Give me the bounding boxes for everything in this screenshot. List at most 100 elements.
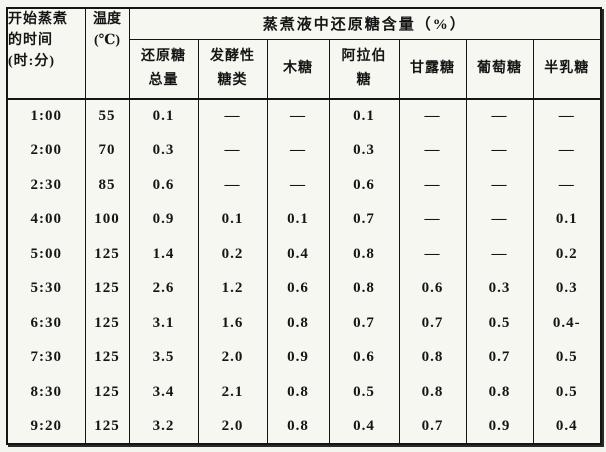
table-cell: 0.6 bbox=[398, 271, 467, 306]
table-cell: — bbox=[465, 237, 534, 272]
table-cell: 0.8 bbox=[398, 375, 467, 410]
table-cell: 2.1 bbox=[197, 375, 268, 410]
header-line: 糖 bbox=[356, 72, 372, 88]
header-line: 糖类 bbox=[217, 72, 248, 88]
table-row: 8:30 125 3.4 2.1 0.8 0.5 0.8 0.8 0.5 bbox=[6, 375, 602, 410]
table-cell: — bbox=[532, 99, 602, 134]
table-cell: 4:00 bbox=[6, 202, 86, 237]
table-cell: 0.7 bbox=[465, 340, 534, 375]
table-cell: — bbox=[532, 133, 602, 168]
table-cell: 9:20 bbox=[6, 409, 86, 444]
table-cell: 0.4 bbox=[328, 409, 400, 444]
table-cell: 125 bbox=[84, 237, 130, 272]
header-line: 木糖 bbox=[283, 60, 313, 76]
table-cell: 0.1 bbox=[532, 202, 602, 237]
table-cell: 125 bbox=[84, 409, 130, 444]
header-xylose: 木糖 bbox=[266, 38, 330, 100]
table-row: 2:30 85 0.6 — — 0.6 — — — bbox=[6, 168, 602, 203]
table-cell: 0.7 bbox=[398, 306, 467, 341]
table-cell: 0.8 bbox=[266, 306, 330, 341]
table-cell: — bbox=[197, 133, 268, 168]
header-temperature: 温度 (℃) bbox=[84, 7, 130, 100]
header-row-sub: 还原糖 总量 发酵性 糖类 木糖 阿拉伯 糖 甘露糖 葡萄糖 bbox=[7, 38, 602, 100]
reducing-sugar-table: 开始蒸煮 的时间 (时:分) 温度 (℃) 蒸煮液中还原糖含量（%） 还原糖 总… bbox=[6, 7, 602, 445]
table-cell: 2:00 bbox=[6, 133, 86, 168]
table-cell: 0.3 bbox=[532, 271, 602, 306]
table-cell: 0.7 bbox=[398, 409, 467, 444]
table-cell: 0.4- bbox=[532, 306, 602, 341]
table-cell: 0.5 bbox=[532, 375, 602, 410]
header-line: 阿拉伯 bbox=[341, 48, 387, 64]
table-cell: 0.3 bbox=[328, 133, 400, 168]
table-cell: 1:00 bbox=[6, 99, 86, 134]
table-cell: — bbox=[398, 202, 467, 237]
table-cell: 0.8 bbox=[465, 375, 534, 410]
table-cell: 0.6 bbox=[266, 271, 330, 306]
header-glucose: 葡萄糖 bbox=[465, 38, 534, 100]
table-cell: 0.8 bbox=[328, 271, 400, 306]
header-line: 葡萄糖 bbox=[477, 60, 522, 76]
table-cell: 3.5 bbox=[128, 340, 199, 375]
table-cell: 100 bbox=[84, 202, 130, 237]
table-cell: 0.1 bbox=[266, 202, 330, 237]
table-cell: 0.3 bbox=[465, 271, 534, 306]
table-cell: 0.7 bbox=[328, 306, 400, 341]
table-cell: 125 bbox=[84, 340, 130, 375]
table-row: 6:30 125 3.1 1.6 0.8 0.7 0.7 0.5 0.4- bbox=[6, 306, 602, 341]
table-cell: — bbox=[465, 133, 534, 168]
table-cell: — bbox=[465, 202, 534, 237]
table-cell: 0.9 bbox=[128, 202, 199, 237]
header-line: 甘露糖 bbox=[410, 60, 455, 76]
table-cell: 2.0 bbox=[197, 409, 268, 444]
table-cell: — bbox=[266, 99, 330, 134]
table-cell: 0.9 bbox=[465, 409, 534, 444]
table-row: 7:30 125 3.5 2.0 0.9 0.6 0.8 0.7 0.5 bbox=[6, 340, 602, 375]
table-cell: 0.4 bbox=[266, 237, 330, 272]
table-cell: 5:30 bbox=[6, 271, 86, 306]
table-cell: — bbox=[197, 168, 268, 203]
table-cell: 0.8 bbox=[328, 237, 400, 272]
table-row: 1:00 55 0.1 — — 0.1 — — — bbox=[6, 99, 602, 134]
header-mannose: 甘露糖 bbox=[398, 38, 467, 100]
table-cell: 0.5 bbox=[532, 340, 602, 375]
table-cell: 0.9 bbox=[266, 340, 330, 375]
header-line: 还原糖 bbox=[141, 48, 186, 64]
table-cell: 0.4 bbox=[532, 409, 602, 444]
table-cell: 0.6 bbox=[328, 168, 400, 203]
table-cell: 5:00 bbox=[6, 237, 86, 272]
table-cell: 2.6 bbox=[128, 271, 199, 306]
table-cell: — bbox=[398, 99, 467, 134]
header-galactose: 半乳糖 bbox=[532, 38, 602, 100]
table-cell: 0.6 bbox=[328, 340, 400, 375]
header-line: 温度 bbox=[93, 12, 121, 27]
table-cell: — bbox=[398, 133, 467, 168]
table-row: 5:30 125 2.6 1.2 0.6 0.8 0.6 0.3 0.3 bbox=[6, 271, 602, 306]
table-cell: 125 bbox=[84, 306, 130, 341]
table-cell: 125 bbox=[84, 375, 130, 410]
table-cell: 2.0 bbox=[197, 340, 268, 375]
header-line: 发酵性 bbox=[210, 48, 255, 64]
table-row: 5:00 125 1.4 0.2 0.4 0.8 — — 0.2 bbox=[6, 237, 602, 272]
table-cell: 0.8 bbox=[266, 375, 330, 410]
table-cell: 7:30 bbox=[6, 340, 86, 375]
table-cell: 0.6 bbox=[128, 168, 199, 203]
table-cell: 3.4 bbox=[128, 375, 199, 410]
table-cell: — bbox=[465, 168, 534, 203]
table-cell: 0.3 bbox=[128, 133, 199, 168]
header-line: 的时间 bbox=[8, 33, 53, 48]
table-cell: 0.8 bbox=[398, 340, 467, 375]
table-cell: 85 bbox=[84, 168, 130, 203]
table-cell: 3.1 bbox=[128, 306, 199, 341]
table-cell: 0.1 bbox=[328, 99, 400, 134]
table-cell: 2:30 bbox=[6, 168, 86, 203]
header-cooking-time: 开始蒸煮 的时间 (时:分) bbox=[6, 7, 86, 100]
header-line: 总量 bbox=[148, 72, 179, 88]
table-cell: 3.2 bbox=[128, 409, 199, 444]
table-cell: 70 bbox=[84, 133, 130, 168]
table-cell: — bbox=[398, 237, 467, 272]
table-cell: — bbox=[197, 99, 268, 134]
table-row: 2:00 70 0.3 — — 0.3 — — — bbox=[6, 133, 602, 168]
table-cell: 6:30 bbox=[6, 306, 86, 341]
table-cell: — bbox=[266, 133, 330, 168]
